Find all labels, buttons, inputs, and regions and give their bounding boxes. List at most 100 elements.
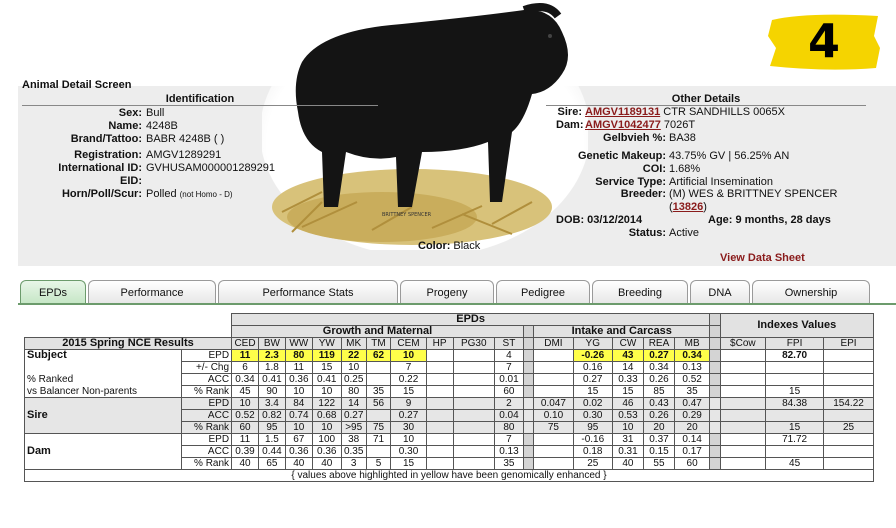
tab-performance[interactable]: Performance <box>88 280 216 304</box>
bull-photo: BRITTNEY SPENCER <box>262 3 588 250</box>
cell-cw: 0.31 <box>611 445 644 458</box>
cell-ww: 67 <box>284 433 313 446</box>
sire-registration-link[interactable]: AMGV1189131 <box>585 106 661 118</box>
cell-yg: 15 <box>572 385 613 398</box>
cell-mb: 0.34 <box>674 349 711 362</box>
cell-ww: 80 <box>284 349 313 362</box>
sire-label <box>23 421 183 434</box>
cell-mb: 0.29 <box>674 409 711 422</box>
cell-cw: 0.53 <box>611 409 644 422</box>
cell-st: 0.04 <box>493 409 524 422</box>
cell-epi <box>823 445 874 458</box>
ident-row-sex: Sex: Bull <box>118 107 165 119</box>
cell-bw: 0.44 <box>257 445 286 458</box>
cell-scow <box>719 421 767 434</box>
cell-yw: 119 <box>311 349 342 362</box>
tab-underline <box>18 303 896 305</box>
cell-bw: 1.8 <box>257 361 286 374</box>
cell-ww: 0.36 <box>284 373 313 386</box>
cell-ced: 0.39 <box>231 445 259 458</box>
cell-scow <box>719 385 767 398</box>
breeder-row: Breeder: (M) WES & BRITTNEY SPENCER <box>620 188 838 200</box>
row-type-label: EPD <box>181 433 233 446</box>
cell-cem: 0.30 <box>390 445 427 458</box>
cell-mk: 14 <box>340 397 367 410</box>
cell-yg: 25 <box>572 457 613 470</box>
cell-tm <box>365 361 392 374</box>
cell-st: 4 <box>493 349 524 362</box>
cell-fpi <box>765 361 825 374</box>
cell-epi <box>823 361 874 374</box>
col-rea: REA <box>642 337 676 350</box>
cell-pg30 <box>452 457 495 470</box>
tab-performance-stats[interactable]: Performance Stats <box>218 280 398 304</box>
tab-ownership[interactable]: Ownership <box>752 280 870 304</box>
cell-st: 7 <box>493 361 524 374</box>
cell-hp <box>425 385 454 398</box>
cell-epi: 25 <box>823 421 874 434</box>
cell-tm: 75 <box>365 421 392 434</box>
tab-bar: EPDs Performance Performance Stats Proge… <box>18 280 896 304</box>
cell-yg: -0.26 <box>572 349 613 362</box>
cell-mk: 38 <box>340 433 367 446</box>
cell-tm: 35 <box>365 385 392 398</box>
dam-label: Dam <box>23 445 183 458</box>
service-type-row: Service Type: Artificial Insemination <box>595 176 773 188</box>
tab-breeding[interactable]: Breeding <box>592 280 688 304</box>
dam-row-epd: EPD 11 1.5 67 100 38 71 10 7 -0.16 31 0.37 0.14 71.72 <box>23 433 874 446</box>
subject-row-epd: Subject EPD 11 2.3 80 119 22 62 10 4 -0.26 43 0.27 0.… <box>23 349 874 362</box>
badge-brush-shape <box>768 14 880 70</box>
view-data-sheet-link[interactable]: View Data Sheet <box>720 252 805 264</box>
cell-yw: 40 <box>311 457 342 470</box>
cell-cem: 0.22 <box>390 373 427 386</box>
cell-yw: 10 <box>311 385 342 398</box>
row-type-label: EPD <box>181 397 233 410</box>
cell-yg: 0.27 <box>572 373 613 386</box>
cell-ced: 11 <box>231 433 259 446</box>
cell-ww: 10 <box>284 385 313 398</box>
subject-label: % Ranked <box>23 373 183 386</box>
sire-row: Sire: AMGV1189131 CTR SANDHILLS 0065X <box>557 106 785 118</box>
cell-cem: 10 <box>390 349 427 362</box>
tab-progeny[interactable]: Progeny <box>400 280 494 304</box>
tab-epds[interactable]: EPDs <box>20 280 86 304</box>
col-cem: CEM <box>390 337 427 350</box>
col-tm: TM <box>365 337 392 350</box>
cell-dmi: 75 <box>533 421 574 434</box>
cell-epi <box>823 385 874 398</box>
cell-ww: 10 <box>284 421 313 434</box>
cell-tm: 5 <box>365 457 392 470</box>
cell-cw: 43 <box>611 349 644 362</box>
cell-mk: 22 <box>340 349 367 362</box>
cell-hp <box>425 349 454 362</box>
cell-pg30 <box>452 445 495 458</box>
col-pg30: PG30 <box>452 337 495 350</box>
cell-bw: 95 <box>257 421 286 434</box>
breeder-id-link[interactable]: 13826 <box>672 201 704 213</box>
cell-dmi: 0.10 <box>533 409 574 422</box>
coi-row: COI: 1.68% <box>642 163 701 175</box>
col-bw: BW <box>257 337 286 350</box>
cell-yw: 100 <box>311 433 342 446</box>
tab-dna[interactable]: DNA <box>690 280 750 304</box>
cell-rea: 0.34 <box>642 361 676 374</box>
dob-row: DOB: 03/12/2014 <box>556 214 643 226</box>
cell-dmi <box>533 433 574 446</box>
subject-label <box>23 361 183 374</box>
cell-dmi <box>533 385 574 398</box>
cell-yw: 10 <box>311 421 342 434</box>
cell-scow <box>719 397 767 410</box>
cell-yg: -0.16 <box>572 433 613 446</box>
cell-cw: 46 <box>611 397 644 410</box>
tab-pedigree[interactable]: Pedigree <box>496 280 590 304</box>
dam-registration-link[interactable]: AMGV1042477 <box>585 119 661 131</box>
sire-label: Sire <box>23 409 183 422</box>
cell-dmi <box>533 349 574 362</box>
cell-mb: 20 <box>674 421 711 434</box>
cell-bw: 3.4 <box>257 397 286 410</box>
cell-mb: 0.52 <box>674 373 711 386</box>
cell-yg: 0.16 <box>572 361 613 374</box>
cell-hp <box>425 397 454 410</box>
cell-bw: 90 <box>257 385 286 398</box>
cell-scow <box>719 349 767 362</box>
